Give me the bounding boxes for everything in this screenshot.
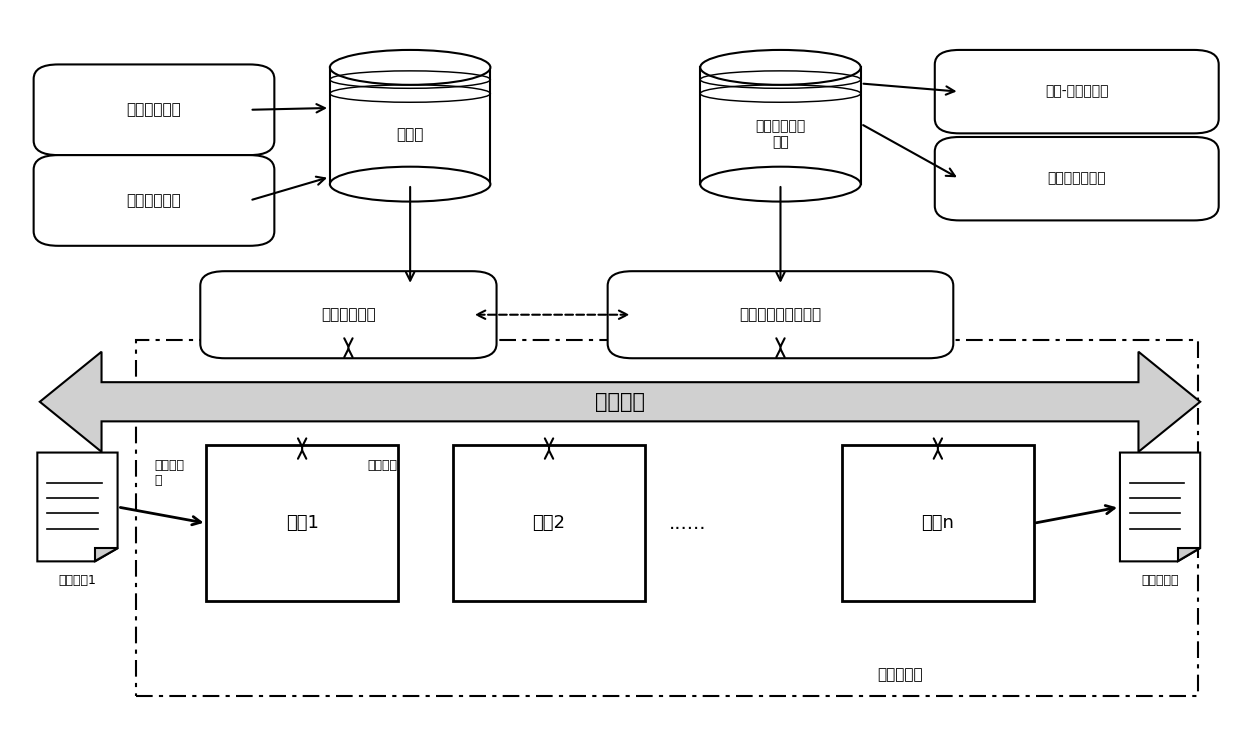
Text: 内容驱动的策略制定: 内容驱动的策略制定 bbox=[739, 307, 822, 322]
Ellipse shape bbox=[701, 167, 861, 202]
FancyBboxPatch shape bbox=[201, 271, 496, 358]
Ellipse shape bbox=[330, 50, 490, 85]
Polygon shape bbox=[95, 548, 118, 561]
Ellipse shape bbox=[330, 167, 490, 202]
Text: 基于内容的策
略库: 基于内容的策 略库 bbox=[755, 119, 806, 150]
FancyBboxPatch shape bbox=[935, 50, 1219, 133]
Text: 模块2: 模块2 bbox=[532, 515, 565, 532]
Bar bbox=[207, 445, 398, 602]
Text: 用户服务策略: 用户服务策略 bbox=[126, 102, 181, 117]
FancyBboxPatch shape bbox=[33, 64, 274, 155]
Text: 需求库: 需求库 bbox=[397, 127, 424, 142]
FancyBboxPatch shape bbox=[33, 155, 274, 246]
Polygon shape bbox=[1120, 452, 1200, 561]
Text: 实时网络状态: 实时网络状态 bbox=[126, 193, 181, 208]
Polygon shape bbox=[40, 352, 1200, 452]
Polygon shape bbox=[1178, 548, 1200, 561]
Polygon shape bbox=[37, 452, 118, 561]
Text: 内容-操作映射表: 内容-操作映射表 bbox=[1045, 85, 1109, 99]
Text: 服务重构: 服务重构 bbox=[595, 392, 645, 412]
Text: 服务模块池: 服务模块池 bbox=[878, 667, 924, 683]
Text: 中间结果: 中间结果 bbox=[367, 459, 397, 472]
FancyBboxPatch shape bbox=[935, 137, 1219, 221]
Text: 已处理数据: 已处理数据 bbox=[1141, 575, 1179, 588]
Text: 服务逻辑顺序表: 服务逻辑顺序表 bbox=[1048, 172, 1106, 186]
Bar bbox=[701, 67, 861, 184]
Bar bbox=[330, 67, 490, 184]
Text: 原始数据1: 原始数据1 bbox=[58, 575, 97, 588]
Bar bbox=[842, 445, 1033, 602]
Bar bbox=[136, 340, 1198, 696]
Text: 需求解析单元: 需求解析单元 bbox=[321, 307, 376, 322]
Text: 模块n: 模块n bbox=[921, 515, 955, 532]
FancyBboxPatch shape bbox=[608, 271, 954, 358]
Text: 模块1: 模块1 bbox=[285, 515, 319, 532]
Text: 初始化参
数: 初始化参 数 bbox=[155, 459, 185, 487]
Ellipse shape bbox=[701, 50, 861, 85]
Text: ......: ...... bbox=[670, 514, 707, 533]
Bar bbox=[454, 445, 645, 602]
